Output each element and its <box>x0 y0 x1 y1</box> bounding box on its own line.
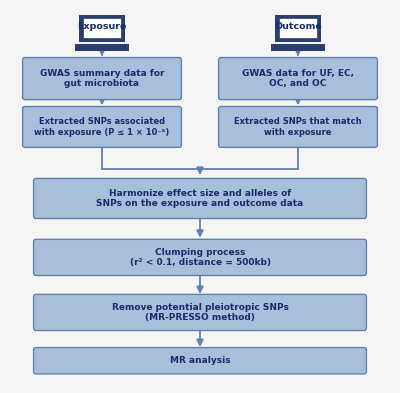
FancyBboxPatch shape <box>34 178 366 219</box>
FancyBboxPatch shape <box>275 15 321 42</box>
FancyBboxPatch shape <box>84 18 120 39</box>
Text: GWAS summary data for
gut microbiota: GWAS summary data for gut microbiota <box>40 69 164 88</box>
Text: GWAS data for UF, EC,
OC, and OC: GWAS data for UF, EC, OC, and OC <box>242 69 354 88</box>
FancyBboxPatch shape <box>22 57 182 99</box>
Text: MR analysis: MR analysis <box>170 356 230 365</box>
FancyBboxPatch shape <box>218 107 378 147</box>
Text: Extracted SNPs that match
with exposure: Extracted SNPs that match with exposure <box>234 117 362 137</box>
FancyBboxPatch shape <box>271 44 326 51</box>
FancyBboxPatch shape <box>79 15 125 42</box>
FancyBboxPatch shape <box>74 44 130 51</box>
Text: Extracted SNPs associated
with exposure (P ≤ 1 × 10⁻⁵): Extracted SNPs associated with exposure … <box>34 117 170 137</box>
Text: Clumping process
(r² < 0.1, distance = 500kb): Clumping process (r² < 0.1, distance = 5… <box>130 248 270 267</box>
FancyBboxPatch shape <box>280 18 316 39</box>
FancyBboxPatch shape <box>34 294 366 331</box>
Text: Harmonize effect size and alleles of
SNPs on the exposure and outcome data: Harmonize effect size and alleles of SNP… <box>96 189 304 208</box>
Text: Exposure: Exposure <box>77 22 127 31</box>
FancyBboxPatch shape <box>34 347 366 374</box>
FancyBboxPatch shape <box>22 107 182 147</box>
Text: Outcome: Outcome <box>274 22 322 31</box>
FancyBboxPatch shape <box>34 239 366 275</box>
FancyBboxPatch shape <box>218 57 378 99</box>
Text: Remove potential pleiotropic SNPs
(MR-PRESSO method): Remove potential pleiotropic SNPs (MR-PR… <box>112 303 288 322</box>
